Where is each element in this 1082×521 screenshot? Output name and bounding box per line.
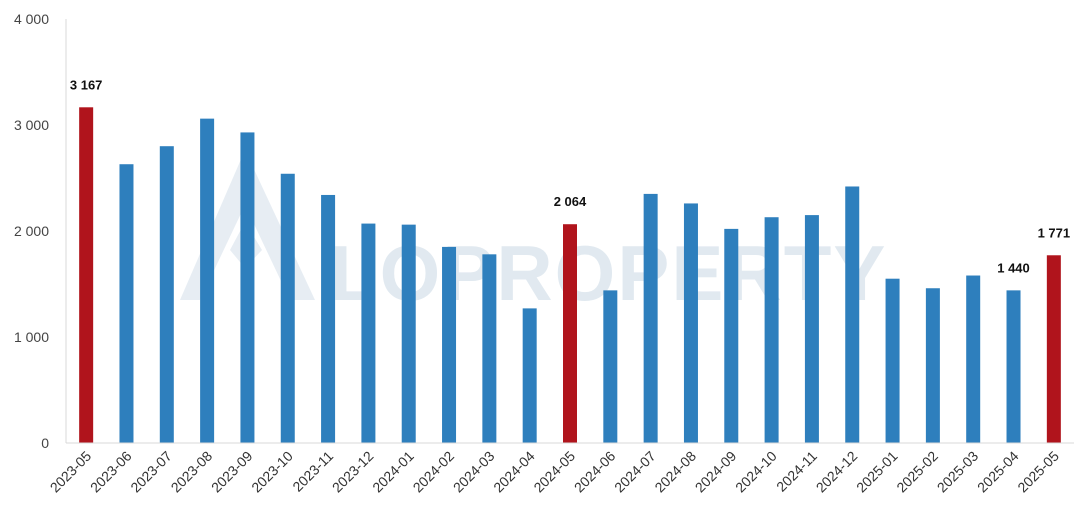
bar-2024-08 — [683, 203, 698, 443]
x-tick-label: 2024-11 — [773, 448, 820, 495]
bar-2024-06 — [603, 290, 618, 443]
data-label: 1 771 — [1038, 225, 1071, 240]
data-labels: 3 167 2 064 1 440 1 771 — [70, 77, 1070, 275]
x-tick-label: 2023-12 — [329, 448, 377, 496]
x-tick-label: 2024-02 — [410, 448, 458, 496]
bar-2025-02 — [925, 288, 940, 443]
x-tick-label: 2024-08 — [651, 448, 699, 496]
y-tick-label: 3 000 — [14, 117, 49, 133]
x-tick-label: 2024-03 — [450, 448, 498, 496]
x-tick-label: 2023-09 — [208, 448, 256, 496]
x-tick-label: 2025-05 — [1014, 448, 1062, 496]
bar-2024-09 — [724, 228, 739, 443]
bar-2025-03 — [966, 275, 981, 443]
bar-2024-01 — [401, 224, 416, 443]
x-tick-label: 2025-03 — [934, 448, 982, 496]
x-tick-label: 2023-08 — [168, 448, 216, 496]
x-tick-label: 2023-06 — [87, 448, 135, 496]
y-tick-label: 1 000 — [14, 329, 49, 345]
x-tick-label: 2023-05 — [47, 448, 95, 496]
x-tick-label: 2024-06 — [571, 448, 619, 496]
bar-2025-01 — [885, 278, 900, 443]
x-tick-label: 2025-02 — [893, 448, 941, 496]
y-tick-label: 2 000 — [14, 223, 49, 239]
data-label: 3 167 — [70, 77, 103, 92]
x-tick-label: 2024-01 — [369, 448, 417, 496]
bar-2024-02 — [442, 246, 457, 443]
x-tick-label: 2024-09 — [692, 448, 740, 496]
bar-2023-09 — [240, 132, 255, 444]
x-tick-label: 2024-07 — [611, 448, 659, 496]
bar-2023-11 — [321, 194, 336, 443]
y-axis: 0 1 000 2 000 3 000 4 000 — [14, 11, 67, 451]
y-tick-label: 4 000 — [14, 11, 49, 27]
bar-2023-08 — [200, 118, 215, 443]
bar-2025-04 — [1006, 290, 1021, 443]
bar-2023-07 — [159, 146, 174, 443]
bar-2023-06 — [119, 164, 134, 443]
bar-2024-10 — [764, 217, 779, 443]
data-label: 1 440 — [997, 260, 1030, 275]
bar-2024-04 — [522, 308, 537, 443]
x-tick-label: 2024-12 — [813, 448, 861, 496]
bar-2024-05 — [563, 224, 577, 443]
bar-2025-05 — [1046, 255, 1061, 443]
x-tick-label: 2024-10 — [732, 448, 780, 496]
x-tick-label: 2023-10 — [248, 448, 296, 496]
bar-2023-05 — [79, 107, 94, 443]
bar-2024-03 — [482, 254, 497, 443]
x-axis: 2023-052023-062023-072023-082023-092023-… — [47, 442, 1074, 496]
bar-2023-12 — [361, 223, 376, 443]
x-tick-label: 2024-05 — [530, 448, 578, 496]
bar-2024-12 — [845, 186, 860, 444]
bar-2024-11 — [804, 215, 819, 443]
x-tick-label: 2023-11 — [289, 448, 336, 495]
x-tick-label: 2024-04 — [490, 448, 538, 496]
data-label: 2 064 — [554, 194, 587, 209]
y-tick-label: 0 — [41, 435, 49, 451]
x-tick-label: 2023-07 — [127, 448, 175, 496]
x-tick-label: 2025-01 — [853, 448, 901, 496]
bar-2023-10 — [280, 173, 295, 443]
bar-2024-07 — [643, 193, 658, 443]
x-tick-label: 2025-04 — [974, 448, 1022, 496]
bars — [79, 107, 1061, 444]
